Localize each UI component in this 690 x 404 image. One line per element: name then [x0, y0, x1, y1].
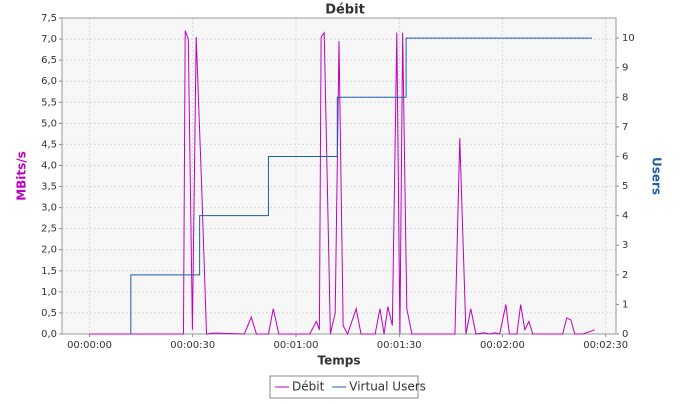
x-axis-title: Temps — [318, 354, 361, 368]
plot-border — [61, 17, 617, 335]
x-tick-label: 00:01:00 — [274, 340, 319, 351]
y2-tick-label: 8 — [622, 92, 628, 103]
y-tick-label: 6,5 — [41, 55, 57, 66]
y-tick-label: 1,5 — [41, 266, 57, 277]
y-tick-label: 2,5 — [41, 224, 57, 235]
y2-axis-title: Users — [650, 157, 664, 195]
y2-tick-label: 9 — [622, 63, 628, 74]
y-tick-label: 3,5 — [41, 182, 57, 193]
legend-label: Virtual Users — [349, 380, 426, 394]
y-tick-label: 7,0 — [41, 34, 57, 45]
y-axis-title: MBits/s — [15, 151, 29, 201]
y-tick-label: 5,0 — [41, 118, 57, 129]
y2-tick-label: 3 — [622, 240, 628, 251]
y-tick-label: 2,0 — [41, 245, 57, 256]
y2-tick-label: 0 — [622, 329, 628, 340]
y2-tick-label: 10 — [622, 33, 635, 44]
y-tick-label: 0,5 — [41, 308, 57, 319]
y-tick-label: 7,5 — [41, 13, 57, 24]
x-tick-label: 00:02:30 — [583, 340, 628, 351]
series-line — [89, 30, 595, 336]
y-tick-label: 4,0 — [41, 160, 57, 171]
y-tick-label: 3,0 — [41, 203, 57, 214]
x-tick-label: 00:00:30 — [170, 340, 215, 351]
y-tick-label: 6,0 — [41, 76, 57, 87]
series-line — [130, 37, 592, 334]
y2-tick-label: 7 — [622, 122, 628, 133]
y-tick-label: 4,5 — [41, 139, 57, 150]
x-tick-label: 00:01:30 — [377, 340, 422, 351]
y2-tick-label: 1 — [622, 299, 628, 310]
y-tick-label: 1,0 — [41, 287, 57, 298]
y2-tick-label: 4 — [622, 211, 628, 222]
y-tick-label: 0,0 — [41, 329, 57, 340]
y2-tick-label: 2 — [622, 270, 628, 281]
chart-title: Débit — [325, 3, 365, 18]
y2-tick-label: 6 — [622, 151, 628, 162]
y2-tick-label: 5 — [622, 181, 628, 192]
x-tick-label: 00:02:00 — [480, 340, 525, 351]
x-tick-label: 00:00:00 — [67, 340, 112, 351]
y-tick-label: 5,5 — [41, 97, 57, 108]
legend-label: Débit — [292, 380, 325, 394]
